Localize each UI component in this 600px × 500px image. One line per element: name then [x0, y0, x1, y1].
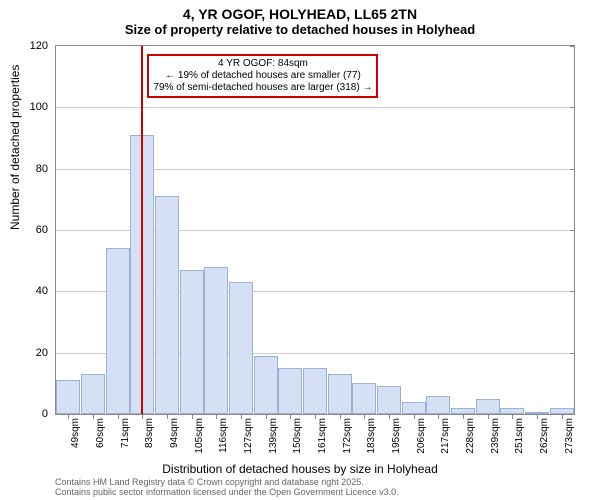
property-marker-line [141, 46, 143, 414]
annotation-line: ← 19% of detached houses are smaller (77… [153, 70, 372, 82]
x-tick-label: 127sqm [243, 418, 254, 454]
x-tick-label: 139sqm [268, 418, 279, 454]
y-tick-mark [570, 353, 575, 354]
histogram-bar [426, 396, 450, 414]
y-tick-label: 60 [18, 224, 56, 236]
y-tick-label: 0 [18, 408, 56, 420]
chart-subtitle: Size of property relative to detached ho… [0, 22, 600, 37]
x-tick-label: 116sqm [218, 418, 229, 453]
histogram-bar [204, 267, 228, 414]
x-tick-mark [68, 414, 69, 419]
x-tick-label: 150sqm [292, 418, 303, 454]
histogram-bar [229, 282, 253, 414]
x-tick-label: 217sqm [440, 418, 451, 454]
x-tick-mark [414, 414, 415, 419]
footer-line-2: Contains public sector information licen… [55, 488, 399, 498]
y-tick-label: 40 [18, 285, 56, 297]
chart-container: 4, YR OGOF, HOLYHEAD, LL65 2TN Size of p… [0, 0, 600, 500]
annotation-line: 4 YR OGOF: 84sqm [153, 58, 372, 70]
y-axis-label: Number of detached properties [8, 65, 22, 230]
x-tick-label: 183sqm [366, 418, 377, 454]
y-tick-mark [570, 107, 575, 108]
x-tick-label: 195sqm [391, 418, 402, 454]
y-tick-label: 80 [18, 163, 56, 175]
x-tick-mark [266, 414, 267, 419]
histogram-bar [303, 368, 327, 414]
x-tick-label: 94sqm [169, 418, 180, 448]
x-tick-mark [488, 414, 489, 419]
y-tick-mark [570, 230, 575, 231]
x-tick-mark [537, 414, 538, 419]
x-tick-label: 161sqm [317, 418, 328, 454]
histogram-bar [254, 356, 278, 414]
y-tick-mark [570, 46, 575, 47]
x-tick-mark [315, 414, 316, 419]
x-tick-label: 49sqm [70, 418, 81, 448]
x-tick-label: 273sqm [564, 418, 575, 454]
annotation-box: 4 YR OGOF: 84sqm← 19% of detached houses… [147, 54, 378, 98]
x-tick-label: 105sqm [194, 418, 205, 454]
chart-title: 4, YR OGOF, HOLYHEAD, LL65 2TN [0, 0, 600, 22]
x-tick-mark [438, 414, 439, 419]
x-tick-mark [192, 414, 193, 419]
x-tick-label: 206sqm [416, 418, 427, 454]
x-tick-label: 239sqm [490, 418, 501, 454]
histogram-bar [106, 248, 130, 414]
x-tick-label: 172sqm [342, 418, 353, 454]
y-tick-mark [570, 169, 575, 170]
x-tick-mark [142, 414, 143, 419]
annotation-line: 79% of semi-detached houses are larger (… [153, 82, 372, 94]
histogram-bar [352, 383, 376, 414]
x-tick-mark [389, 414, 390, 419]
y-tick-label: 20 [18, 347, 56, 359]
x-tick-mark [241, 414, 242, 419]
x-tick-mark [118, 414, 119, 419]
x-tick-mark [364, 414, 365, 419]
histogram-bar [180, 270, 204, 414]
x-axis-label: Distribution of detached houses by size … [0, 462, 600, 476]
x-tick-mark [216, 414, 217, 419]
x-tick-label: 228sqm [465, 418, 476, 454]
histogram-bar [476, 399, 500, 414]
x-tick-label: 262sqm [539, 418, 550, 454]
x-tick-label: 251sqm [514, 418, 525, 454]
histogram-bar [377, 386, 401, 414]
histogram-bar [402, 402, 426, 414]
histogram-bar [278, 368, 302, 414]
y-tick-mark [570, 291, 575, 292]
x-tick-mark [463, 414, 464, 419]
y-tick-label: 100 [18, 101, 56, 113]
y-tick-mark [570, 414, 575, 415]
x-tick-mark [512, 414, 513, 419]
x-tick-label: 60sqm [95, 418, 106, 448]
footer-attribution: Contains HM Land Registry data © Crown c… [55, 478, 399, 498]
histogram-bar [56, 380, 80, 414]
y-tick-label: 120 [18, 40, 56, 52]
x-tick-mark [93, 414, 94, 419]
x-tick-label: 83sqm [144, 418, 155, 448]
x-tick-mark [167, 414, 168, 419]
plot-area: 02040608010012049sqm60sqm71sqm83sqm94sqm… [55, 45, 575, 415]
x-tick-label: 71sqm [120, 418, 131, 448]
histogram-bar [81, 374, 105, 414]
x-tick-mark [340, 414, 341, 419]
x-tick-mark [562, 414, 563, 419]
gridline [56, 107, 574, 108]
histogram-bar [328, 374, 352, 414]
histogram-bar [155, 196, 179, 414]
x-tick-mark [290, 414, 291, 419]
